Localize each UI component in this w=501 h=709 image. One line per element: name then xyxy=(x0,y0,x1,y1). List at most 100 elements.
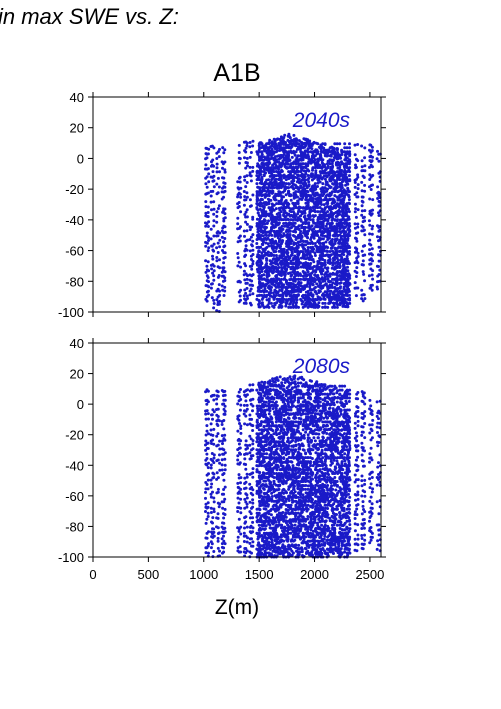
data-point xyxy=(223,160,227,164)
data-point xyxy=(260,262,264,265)
data-point xyxy=(321,170,325,174)
data-point xyxy=(285,279,288,283)
data-point xyxy=(377,265,380,268)
data-point xyxy=(323,186,327,190)
data-point xyxy=(216,458,220,462)
data-point xyxy=(340,238,344,241)
data-point xyxy=(343,226,347,229)
data-point xyxy=(222,546,226,550)
data-point xyxy=(267,194,271,198)
data-point xyxy=(204,551,208,555)
data-point xyxy=(370,232,374,236)
data-point xyxy=(311,198,315,202)
data-point xyxy=(315,292,319,296)
data-point xyxy=(312,300,316,304)
data-point xyxy=(209,227,213,231)
data-point xyxy=(273,198,277,202)
data-point xyxy=(267,206,271,210)
data-point xyxy=(296,274,300,277)
data-point xyxy=(258,293,261,297)
data-point xyxy=(270,147,274,151)
data-point xyxy=(320,203,323,206)
data-point xyxy=(375,285,379,289)
data-point xyxy=(370,458,374,462)
data-point xyxy=(267,214,271,218)
data-point xyxy=(301,222,305,225)
data-point xyxy=(279,230,283,233)
data-point xyxy=(299,150,303,154)
data-point xyxy=(356,208,360,212)
data-point xyxy=(291,210,295,214)
data-point xyxy=(321,214,325,218)
data-point xyxy=(318,285,322,289)
data-point xyxy=(260,178,264,182)
data-point xyxy=(304,274,307,277)
data-point xyxy=(207,236,211,240)
data-point xyxy=(279,274,283,277)
data-point xyxy=(318,266,322,269)
data-point xyxy=(212,427,216,431)
data-point xyxy=(330,285,334,289)
data-point xyxy=(215,397,219,401)
data-point xyxy=(313,305,317,309)
data-point xyxy=(249,235,253,239)
data-point xyxy=(321,250,325,253)
data-point xyxy=(338,286,342,290)
data-point xyxy=(318,238,322,241)
data-point xyxy=(244,198,248,202)
data-point xyxy=(333,186,337,190)
data-point xyxy=(279,202,283,206)
data-point xyxy=(339,234,343,238)
data-point xyxy=(333,182,337,186)
data-point xyxy=(304,304,308,308)
data-point xyxy=(360,204,364,208)
data-point xyxy=(248,141,252,144)
data-point xyxy=(261,256,265,260)
data-point xyxy=(251,248,255,252)
data-point xyxy=(239,532,243,536)
data-point xyxy=(290,180,294,184)
data-point xyxy=(328,289,332,293)
data-point xyxy=(222,195,226,199)
data-point xyxy=(223,530,227,534)
data-point xyxy=(205,156,209,160)
data-point xyxy=(292,289,295,293)
data-point xyxy=(340,242,344,245)
data-point xyxy=(333,242,337,245)
data-point xyxy=(218,245,222,249)
data-point xyxy=(294,305,298,309)
data-point xyxy=(267,202,271,206)
data-point xyxy=(220,284,224,288)
data-point xyxy=(238,491,242,495)
data-point xyxy=(281,291,285,295)
data-point xyxy=(368,499,372,503)
data-point xyxy=(304,166,308,170)
data-point xyxy=(223,389,227,393)
data-point xyxy=(267,170,271,174)
data-point xyxy=(239,487,243,491)
data-point xyxy=(236,535,240,539)
data-point xyxy=(356,187,360,191)
data-point xyxy=(377,211,380,215)
data-point xyxy=(287,297,291,301)
data-point xyxy=(339,156,343,160)
data-point xyxy=(320,293,324,297)
data-point xyxy=(306,277,310,281)
data-point xyxy=(270,210,274,214)
data-point xyxy=(251,501,255,505)
data-point xyxy=(309,297,312,301)
data-point xyxy=(363,510,367,514)
data-point xyxy=(323,230,327,233)
data-point xyxy=(338,170,342,174)
data-point xyxy=(326,150,330,154)
data-point xyxy=(377,523,381,527)
data-point xyxy=(363,422,367,425)
data-point xyxy=(316,234,320,237)
data-point xyxy=(343,289,347,293)
data-point xyxy=(311,266,315,269)
data-point xyxy=(353,210,357,214)
data-point xyxy=(209,485,213,489)
data-point xyxy=(289,242,293,245)
data-point xyxy=(362,215,366,219)
data-point xyxy=(289,162,293,166)
